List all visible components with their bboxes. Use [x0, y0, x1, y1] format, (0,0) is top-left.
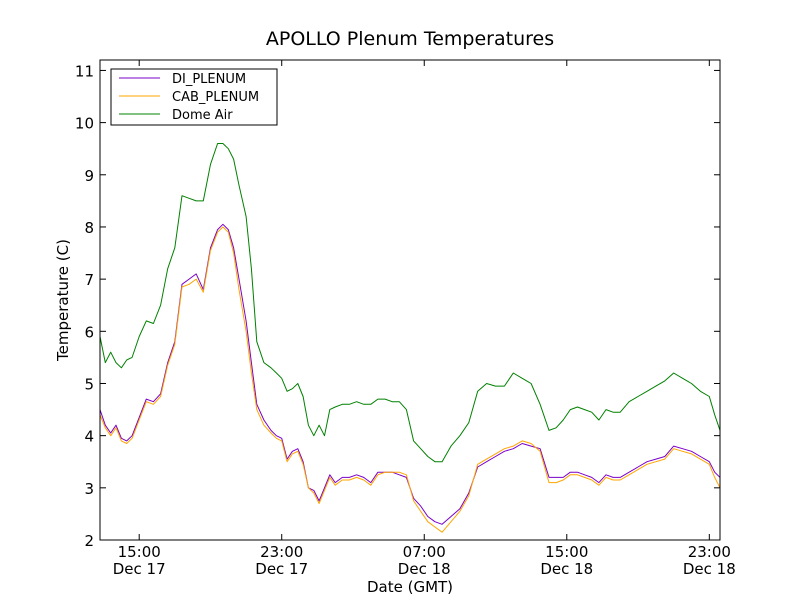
chart-title: APOLLO Plenum Temperatures — [266, 28, 554, 50]
x-tick-label-time: 07:00 — [403, 543, 446, 561]
y-axis-label: Temperature (C) — [54, 239, 72, 362]
y-tick-label: 4 — [84, 428, 94, 446]
series-line-di-plenum — [100, 223, 720, 525]
legend-entries: DI_PLENUM CAB_PLENUM Dome Air — [119, 72, 259, 123]
y-tick-label: 9 — [84, 167, 94, 185]
x-tick-label-time: 15:00 — [545, 543, 588, 561]
plot-frame — [99, 59, 721, 541]
x-tick-label-time: 15:00 — [118, 543, 161, 561]
x-tick-label-date: Dec 17 — [113, 560, 166, 578]
plot-area — [99, 59, 721, 541]
y-tick-label: 11 — [75, 62, 94, 80]
legend-label: DI_PLENUM — [172, 72, 246, 87]
y-tick-label: 8 — [84, 219, 94, 237]
x-tick-label-time: 23:00 — [260, 543, 303, 561]
series-line-cab-plenum — [100, 226, 720, 533]
y-axis: 2 3 4 5 6 7 8 9 10 11 — [75, 62, 720, 550]
x-axis-label: Date (GMT) — [367, 578, 453, 596]
y-tick-label: 7 — [84, 271, 94, 289]
series-group — [100, 143, 720, 533]
x-tick-label-time: 23:00 — [688, 543, 731, 561]
y-tick-label: 2 — [84, 532, 94, 550]
legend: DI_PLENUM CAB_PLENUM Dome Air — [110, 68, 278, 126]
y-tick-label: 10 — [75, 115, 94, 133]
legend-label: Dome Air — [172, 108, 233, 123]
legend-label: CAB_PLENUM — [172, 90, 259, 105]
x-tick-label-date: Dec 18 — [398, 560, 451, 578]
x-tick-label-date: Dec 18 — [683, 560, 736, 578]
y-tick-label: 6 — [84, 323, 94, 341]
x-tick-label-date: Dec 18 — [540, 560, 593, 578]
y-tick-label: 5 — [84, 375, 94, 393]
series-line-dome-air — [100, 143, 720, 463]
x-tick-label-date: Dec 17 — [255, 560, 308, 578]
y-tick-label: 3 — [84, 480, 94, 498]
